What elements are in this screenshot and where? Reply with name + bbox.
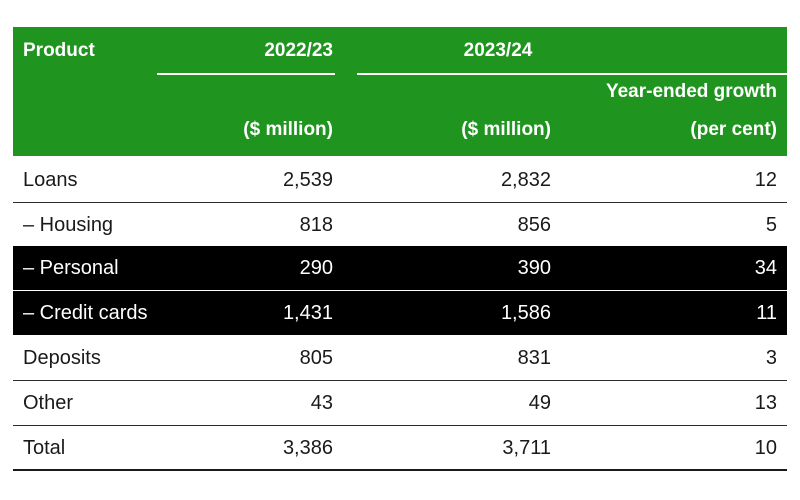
row-value-2022-23: 805 [299, 347, 333, 369]
table-header: Product 2022/23 2023/24 Year-ended growt… [13, 27, 787, 156]
table-row-total: Total 3,386 3,711 10 [13, 426, 787, 470]
row-label: Total [23, 437, 66, 459]
row-divider [13, 202, 787, 203]
row-value-2023-24: 1,586 [500, 302, 551, 324]
table-row-other: Other 43 49 13 [13, 381, 787, 425]
header-growth-line1: Year-ended growth [605, 81, 777, 102]
row-label: – Housing [23, 214, 114, 236]
header-year-2023-24: 2023/24 [463, 40, 533, 61]
row-growth: 3 [765, 347, 777, 369]
table-row-housing: – Housing 818 856 5 [13, 203, 787, 247]
row-value-2023-24: 390 [517, 257, 551, 279]
row-value-2023-24: 831 [517, 347, 551, 369]
row-divider [13, 425, 787, 426]
header-year-2022-23: 2022/23 [264, 40, 333, 61]
table-row-personal: – Personal 290 390 34 [13, 246, 787, 290]
row-growth: 13 [754, 392, 777, 414]
table-row-credit-cards: – Credit cards 1,431 1,586 11 [13, 291, 787, 335]
row-value-2022-23: 2,539 [282, 169, 333, 191]
header-unit-2022-23: ($ million) [243, 119, 333, 140]
row-value-2022-23: 290 [299, 257, 333, 279]
row-growth: 34 [754, 257, 777, 279]
row-value-2023-24: 2,832 [500, 169, 551, 191]
header-product: Product [23, 40, 95, 61]
table-row-loans: Loans 2,539 2,832 12 [13, 158, 787, 202]
row-growth: 10 [754, 437, 777, 459]
table-row-deposits: Deposits 805 831 3 [13, 336, 787, 380]
row-value-2023-24: 856 [517, 214, 551, 236]
row-growth: 12 [754, 169, 777, 191]
row-growth: 11 [756, 302, 777, 324]
table-bottom-rule [13, 469, 787, 471]
row-label: Loans [23, 169, 78, 191]
row-value-2022-23: 818 [299, 214, 333, 236]
row-label: Deposits [23, 347, 101, 369]
row-value-2023-24: 3,711 [502, 437, 551, 459]
header-unit-2023-24: ($ million) [461, 119, 551, 140]
row-value-2022-23: 1,431 [282, 302, 333, 324]
row-label: Other [23, 392, 74, 414]
row-value-2022-23: 43 [310, 392, 333, 414]
header-rule-2023-24 [357, 73, 787, 75]
header-rule-2022-23 [157, 73, 335, 75]
row-growth: 5 [765, 214, 777, 236]
row-label: – Credit cards [23, 302, 148, 324]
header-growth-line2: (per cent) [690, 119, 777, 140]
row-divider [13, 380, 787, 381]
row-value-2022-23: 3,386 [282, 437, 333, 459]
row-label: – Personal [23, 257, 119, 279]
row-value-2023-24: 49 [528, 392, 551, 414]
